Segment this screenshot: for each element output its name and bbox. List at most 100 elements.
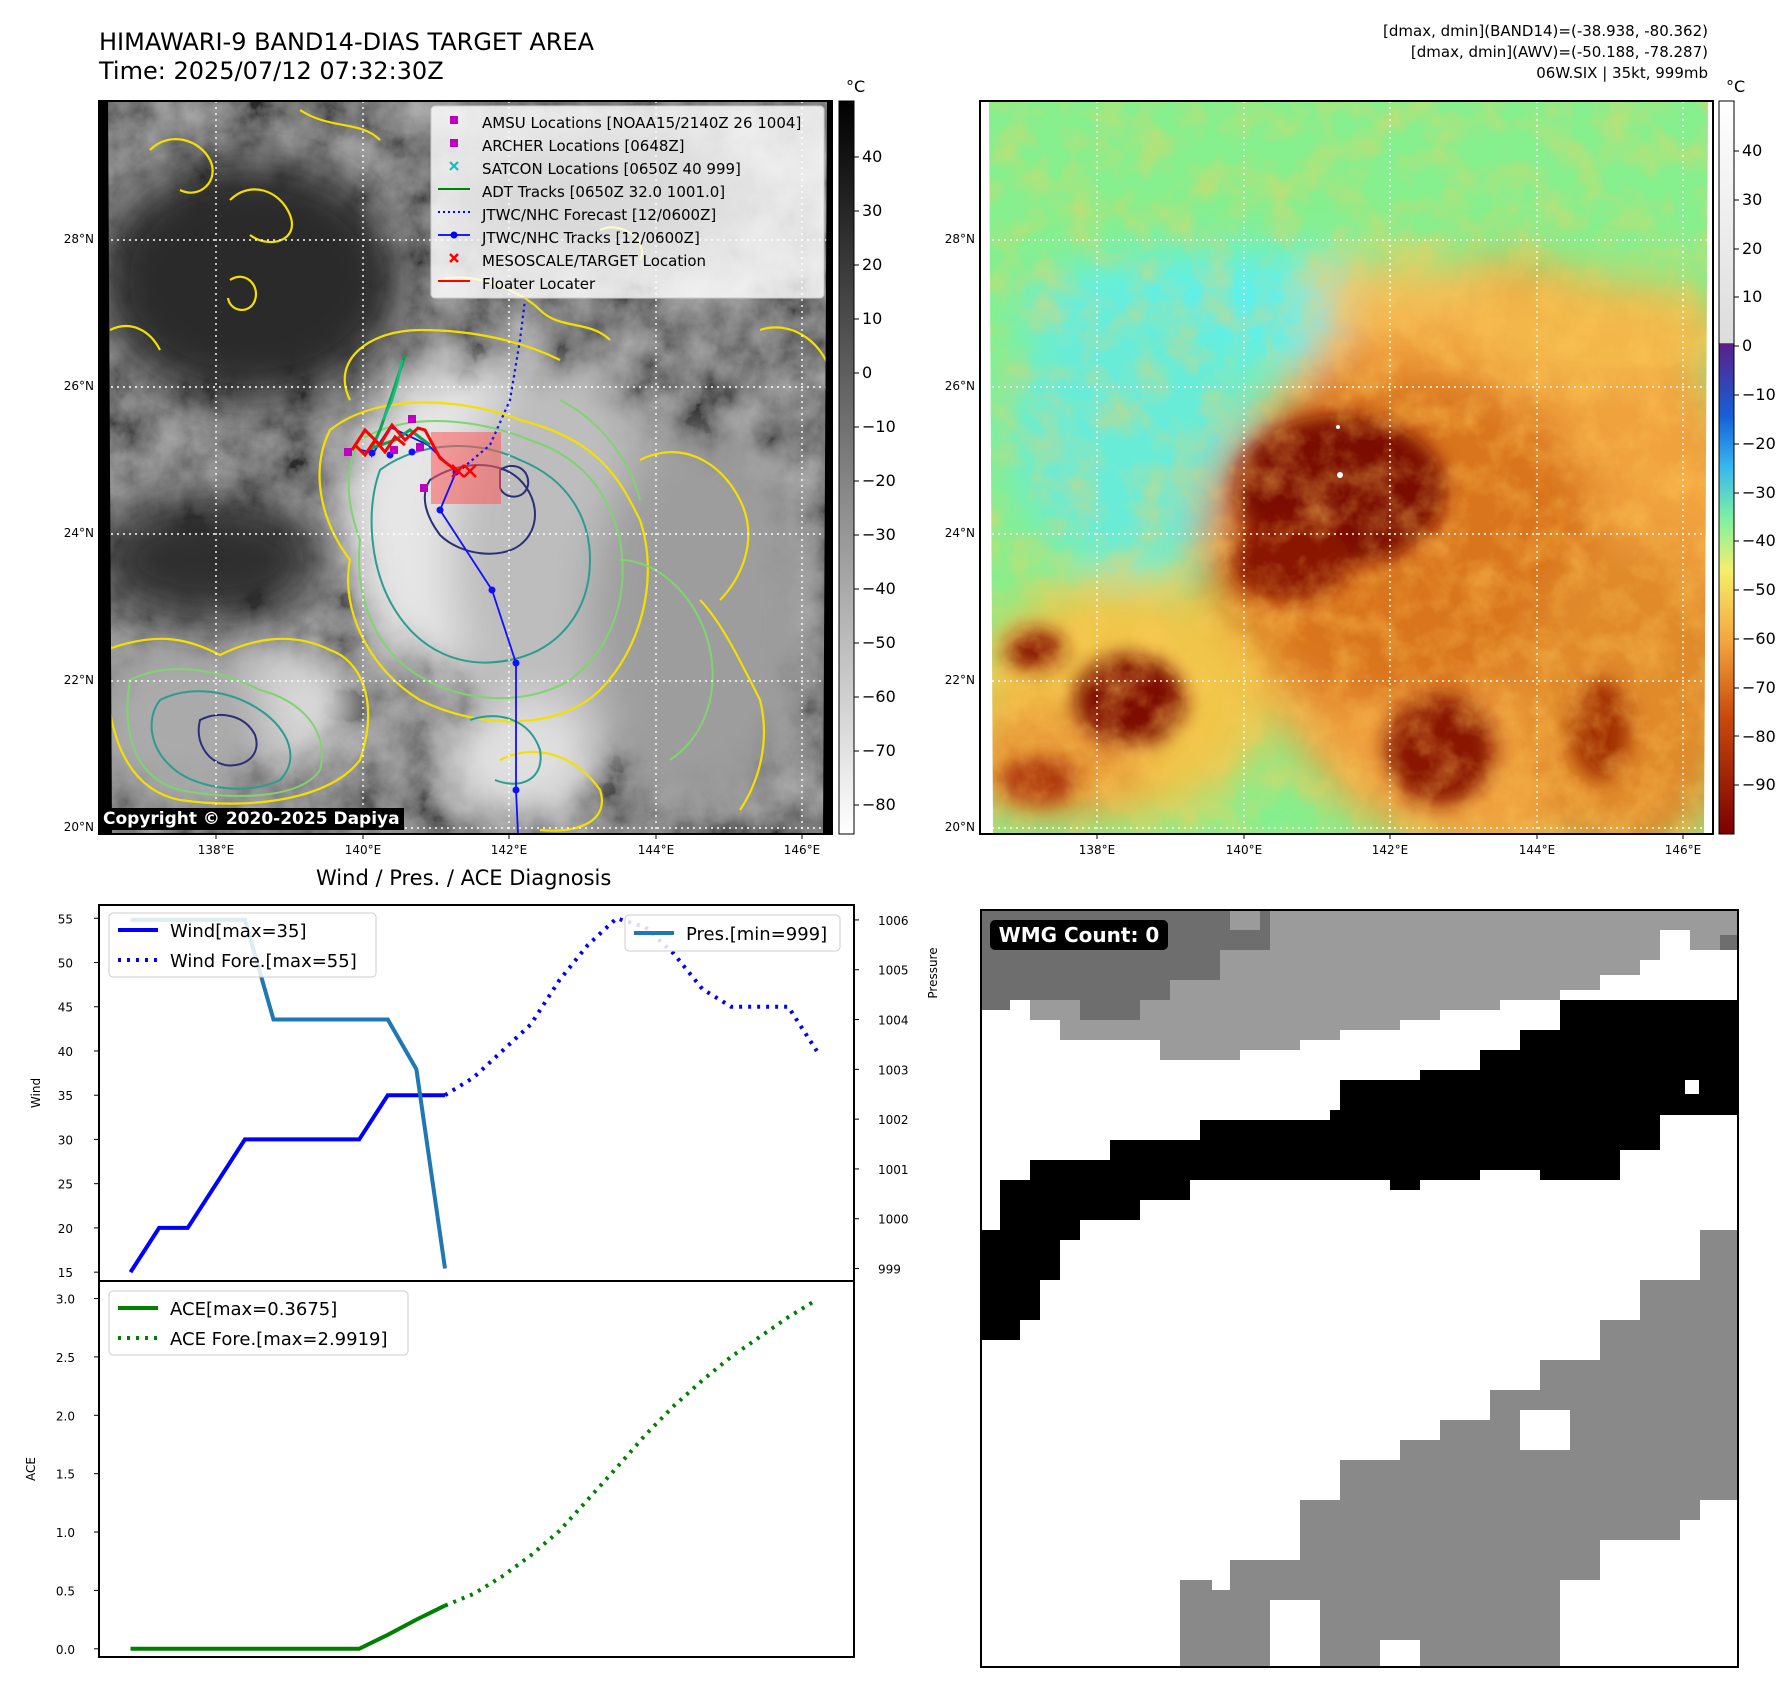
ace-legend-box [108, 1290, 409, 1356]
colorbar-tick-label: 30 [862, 201, 883, 220]
map-axis-ticks [215, 834, 1684, 839]
pressure-ytick-label: 1006 [878, 914, 909, 928]
right-map-gridlines [980, 101, 1713, 834]
colorbar-tick-label: 10 [862, 309, 883, 328]
wind-ytick-label: 40 [58, 1045, 73, 1059]
diagnosis-title: Wind / Pres. / ACE Diagnosis [316, 866, 612, 890]
colorbar-tick-label: −80 [862, 795, 896, 814]
map-axis-label: 142°E [490, 843, 528, 857]
colorbar-tick-label: −30 [1742, 482, 1776, 502]
copyright-label: Copyright © 2020-2025 Dapiya [99, 808, 404, 830]
wind-legend-box [108, 912, 377, 978]
ace-series-line-1 [444, 1297, 818, 1608]
colorbar-tick-label: −70 [862, 741, 896, 760]
figure-title-line1: HIMAWARI-9 BAND14-DIAS TARGET AREA [99, 28, 595, 56]
ace-panel-frame [98, 1280, 855, 1658]
wind-ytick-label: 50 [58, 957, 73, 971]
info-storm: 06W.SIX | 35kt, 999mb [1536, 64, 1708, 82]
map-axis-label: 138°E [1078, 843, 1116, 857]
pressure-ytick-label: 999 [878, 1263, 901, 1277]
colorbar-tick-label: −30 [862, 525, 896, 544]
target-location-markers [451, 464, 477, 478]
map-axis-label: 20°N [944, 820, 975, 834]
legend-jtwc-forecast: JTWC/NHC Forecast [12/0600Z] [482, 206, 717, 224]
legend-floater: Floater Locater [482, 275, 596, 293]
map-axis-label: 20°N [63, 820, 94, 834]
colorbar-tick-label: −20 [1742, 433, 1776, 453]
pressure-ytick-label: 1003 [878, 1063, 909, 1077]
colorbar-tick-label: −60 [1742, 629, 1776, 648]
colorbar-tick-label: 40 [1742, 141, 1763, 160]
colorbar-tick-label: 0 [862, 363, 873, 382]
colorbar-tick-label: −50 [1742, 580, 1776, 600]
colorbar-tick-label: 30 [1742, 189, 1763, 209]
wind-ytick-label: 25 [58, 1178, 73, 1192]
wind-ytick-label: 30 [58, 1133, 73, 1147]
colorbar-tick-label: −10 [1742, 385, 1776, 404]
colorbar-tick-label: 20 [1742, 238, 1763, 258]
left-colorbar [838, 100, 855, 835]
colorbar-tick-label: 10 [1742, 287, 1763, 307]
right-map-frame [979, 100, 1714, 835]
ace-ytick-label: 0.5 [56, 1584, 75, 1598]
wind-ylabel: Wind [29, 1078, 43, 1108]
pressure-ytick-label: 1004 [878, 1014, 909, 1028]
map-axis-label: 24°N [944, 526, 975, 540]
info-band14: [dmax, dmin](BAND14)=(-38.938, -80.362) [1383, 22, 1708, 40]
map-axis-label: 146°E [783, 843, 821, 857]
series-line-0 [128, 1093, 445, 1274]
map-axis-label: 22°N [63, 673, 94, 687]
map-axis-label: 142°E [1371, 843, 1409, 857]
map-axis-label: 138°E [197, 843, 235, 857]
map-axis-label: 144°E [1518, 843, 1556, 857]
map-axis-label: 146°E [1664, 843, 1702, 857]
colorbar-tick-label: 0 [1742, 336, 1753, 356]
map-axis-label: 144°E [637, 843, 675, 857]
map-axis-label: 140°E [344, 843, 382, 857]
ace-legend-label: ACE[max=0.3675] [170, 1299, 337, 1320]
right-colorbar-ticks [1734, 150, 1739, 786]
map-axis-label: 140°E [1225, 843, 1263, 857]
adt-tracks [369, 354, 431, 451]
pressure-ytick-label: 1000 [878, 1213, 909, 1227]
colorbar-tick-label: −50 [862, 633, 896, 652]
ace-ytick-label: 2.5 [56, 1351, 75, 1365]
wind-ytick-label: 55 [58, 912, 73, 926]
colorbar-tick-label: −90 [1742, 775, 1776, 795]
map-axis-label: 28°N [63, 232, 94, 246]
legend-satcon: SATCON Locations [0650Z 40 999] [482, 160, 741, 178]
wind-ytick-label: 15 [58, 1266, 73, 1280]
map-axis-label: 28°N [944, 232, 975, 246]
map-axis-label: 22°N [944, 673, 975, 687]
map-axis-label: 24°N [63, 526, 94, 540]
map-axis-label: 26°N [944, 379, 975, 393]
ace-ytick-label: 1.5 [56, 1468, 75, 1482]
colorbar-tick-label: −10 [862, 417, 896, 436]
colorbar-tick-label: −70 [1742, 677, 1776, 697]
colorbar-tick-label: 40 [862, 147, 883, 166]
ace-ytick-label: 3.0 [56, 1293, 75, 1307]
ir-image [99, 101, 832, 834]
right-colorbar-unit: °C [1726, 77, 1746, 96]
pressure-ytick-label: 1002 [878, 1113, 909, 1127]
ace-series-line-0 [130, 1603, 446, 1651]
ace-ytick-label: 2.0 [56, 1409, 75, 1423]
colorbar-tick-label: −40 [862, 579, 896, 598]
legend-jtwc-tracks: JTWC/NHC Tracks [12/0600Z] [482, 229, 700, 247]
map-axis-label: 26°N [63, 379, 94, 393]
left-colorbar-ticks [854, 156, 859, 806]
wind-fore-legend-label: Wind Fore.[max=55] [170, 951, 357, 972]
wind-ytick-label: 45 [58, 1001, 73, 1015]
pressure-legend-label: Pres.[min=999] [686, 924, 827, 945]
info-awv: [dmax, dmin](AWV)=(-50.188, -78.287) [1410, 43, 1708, 61]
wind-legend-label: Wind[max=35] [170, 921, 307, 942]
wmg-count-badge [990, 920, 1168, 950]
left-map-legend [430, 105, 825, 299]
colorbar-tick-label: −80 [1742, 726, 1776, 746]
ace-ylabel: ACE [24, 1457, 38, 1481]
legend-amsu: AMSU Locations [NOAA15/2140Z 26 1004] [482, 114, 802, 132]
jtwc-forecast-track [457, 299, 527, 473]
awv-image [980, 101, 1713, 834]
diagnosis-charts: 15 20 25 30 35 40 45 50 55 999 1000 1001 1002 1003 100… [24, 912, 940, 1657]
